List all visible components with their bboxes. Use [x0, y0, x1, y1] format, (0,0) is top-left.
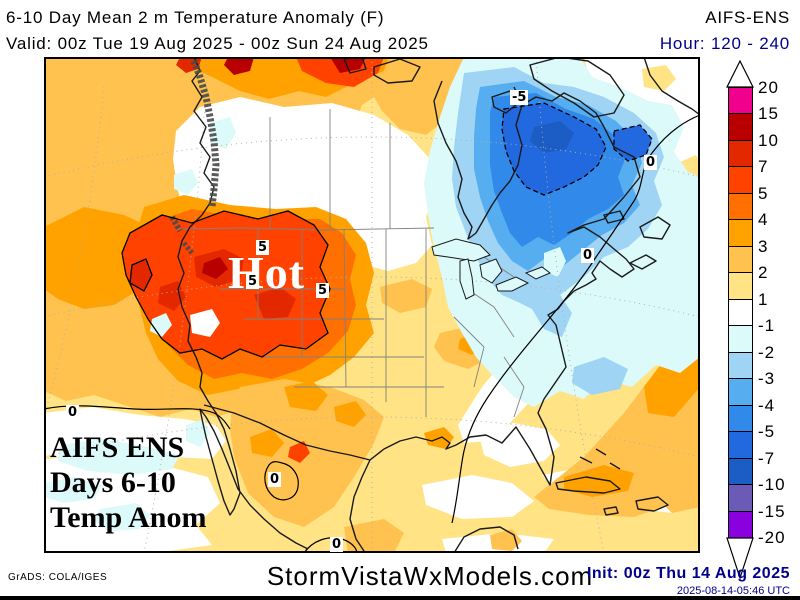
cyan-patches: [44, 117, 566, 531]
contour-label: 5: [316, 283, 330, 298]
colorbar-tick-label: -20: [758, 527, 786, 547]
forecast-hour: Hour: 120 - 240: [659, 34, 790, 53]
colorbar-segment: [729, 167, 752, 194]
contour-label: 0: [268, 472, 282, 487]
colorbar-tick-label: -2: [758, 342, 776, 362]
bottom-bar: [0, 596, 800, 600]
colorbar-segments: [728, 87, 753, 539]
colorbar-tick-label: -7: [758, 448, 776, 468]
colorbar-segment: [729, 246, 752, 274]
colorbar-tick-label: 20: [758, 78, 779, 97]
colorbar-tick-label: 2: [758, 263, 769, 283]
colorbar-segment: [729, 220, 752, 247]
alaska-panhandle-hatch: [169, 59, 220, 255]
colorbar-segment: [729, 299, 752, 327]
colorbar-segment: [729, 114, 752, 141]
great-lakes: [431, 238, 551, 300]
model-name: AIFS-ENS: [705, 8, 790, 27]
contour-label: 0: [644, 155, 658, 170]
colorbar-tick-label: 1: [758, 289, 769, 309]
colorbar-tick-label: -15: [758, 501, 786, 521]
grads-credit: GrADS: COLA/IGES: [8, 572, 108, 583]
contour-label: -5: [510, 90, 529, 105]
colorbar-tick-label: -3: [758, 369, 776, 389]
overlay-line-2: Days 6-10: [50, 466, 176, 499]
colorbar-tick-label: 7: [758, 157, 769, 177]
colorbar-arrow-down-icon: [726, 537, 754, 579]
colorbar-tick-label: 10: [758, 130, 779, 150]
coastlines: [177, 57, 700, 553]
colorbar-tick-label: 15: [758, 104, 779, 124]
hot-anomaly-west: [122, 195, 374, 397]
colorbar-segment: [729, 193, 752, 221]
chart-title: 6-10 Day Mean 2 m Temperature Anomaly (F…: [6, 8, 385, 27]
colorbar-segment: [729, 140, 752, 168]
contour-label: 0: [330, 537, 344, 552]
contour-label: 5: [246, 274, 260, 289]
colorbar-segment: [729, 511, 752, 538]
hot-annotation: Hot: [228, 247, 306, 298]
colorbar-segment: [729, 485, 752, 512]
colorbar-tick-label: 4: [758, 210, 769, 230]
site-watermark: StormVistaWxModels.com: [266, 561, 594, 591]
map-overlay-text: AIFS ENS Days 6-10 Temp Anom: [50, 430, 206, 535]
colorbar-tick-label: 5: [758, 183, 769, 203]
graticule: [44, 57, 700, 553]
overlay-line-3: Temp Anom: [50, 501, 207, 534]
valid-range: Valid: 00z Tue 19 Aug 2025 - 00z Sun 24 …: [6, 34, 429, 53]
anomaly-map: [44, 57, 700, 553]
colorbar-tick-label: -5: [758, 422, 776, 442]
colorbar-tick-label: 3: [758, 236, 769, 256]
contour-minus5: [501, 102, 653, 196]
state-borders: [173, 109, 525, 418]
colorbar-segment: [729, 352, 752, 380]
overlay-line-1: AIFS ENS: [50, 431, 185, 464]
colorbar-tick-label: -4: [758, 395, 776, 415]
colorbar-segment: [729, 88, 752, 115]
colorbar-tick-label: -10: [758, 475, 786, 495]
colorbar-segment: [729, 326, 752, 353]
cold-anomaly-east: [424, 57, 700, 407]
contour-plus5: [121, 210, 331, 360]
contour-label: 0: [581, 248, 595, 263]
contour-label: 0: [66, 405, 80, 420]
generation-timestamp: 2025-08-14-05:46 UTC: [676, 585, 790, 597]
init-time: Init: 00z Thu 14 Aug 2025: [586, 565, 790, 582]
colorbar-arrow-up-icon: [726, 60, 754, 88]
colorbar-tick-label: -1: [758, 316, 776, 336]
colorbar-segment: [729, 379, 752, 406]
colorbar-segment: [729, 432, 752, 459]
colorbar-segment: [729, 458, 752, 486]
contour-label: 5: [256, 240, 270, 255]
colorbar-segment: [729, 273, 752, 300]
map-border: [44, 57, 700, 553]
colorbar-segment: [729, 405, 752, 433]
